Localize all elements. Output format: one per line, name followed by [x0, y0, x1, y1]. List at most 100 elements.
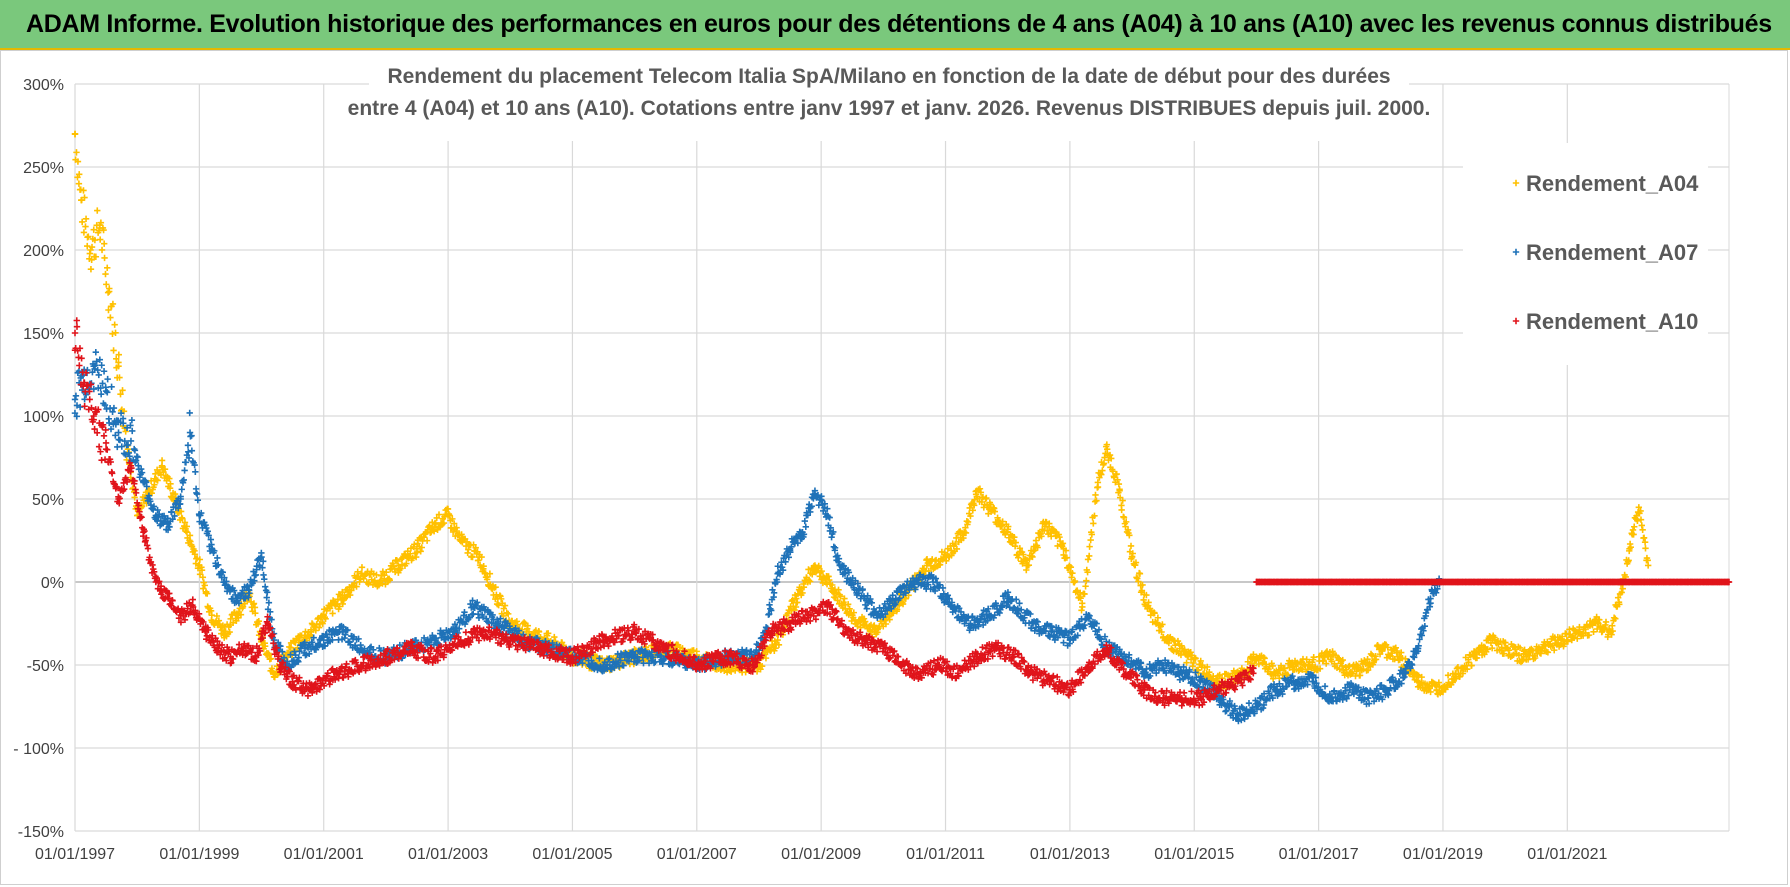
x-tick-label: 01/01/2013: [1030, 846, 1110, 863]
data-point-Rendement_A04: [351, 580, 358, 587]
data-point-Rendement_A04: [500, 605, 508, 612]
data-point-Rendement_A07: [194, 496, 202, 504]
data-point-Rendement_A04: [204, 590, 211, 597]
data-point-Rendement_A07: [479, 613, 487, 621]
data-point-Rendement_A04: [1631, 523, 1638, 530]
data-point-Rendement_A04: [250, 600, 258, 607]
data-point-Rendement_A04: [964, 518, 972, 526]
data-point-Rendement_A04: [1637, 516, 1645, 523]
data-point-Rendement_A07: [95, 371, 102, 379]
data-point-Rendement_A07: [181, 467, 188, 474]
data-point-Rendement_A07: [191, 461, 198, 469]
data-point-Rendement_A04: [1100, 460, 1108, 467]
data-point-Rendement_A04: [1132, 559, 1140, 566]
data-point-Rendement_A07: [71, 396, 79, 403]
page-title: ADAM Informe. Evolution historique des p…: [26, 10, 1772, 38]
data-point-Rendement_A04: [1172, 641, 1179, 649]
data-point-Rendement_A07: [779, 566, 787, 574]
data-point-Rendement_A04: [81, 194, 88, 201]
data-point-Rendement_A04: [112, 329, 119, 337]
data-point-Rendement_A04: [1614, 594, 1622, 601]
data-point-Rendement_A07: [132, 457, 140, 464]
data-point-Rendement_A07: [611, 664, 618, 672]
data-point-Rendement_A04: [1608, 631, 1615, 638]
data-point-Rendement_A04: [1192, 655, 1199, 662]
data-point-Rendement_A10: [95, 443, 103, 450]
data-point-Rendement_A04: [113, 355, 120, 363]
data-point-Rendement_A04: [1092, 491, 1099, 499]
data-point-Rendement_A04: [109, 300, 117, 308]
data-point-Rendement_A07: [188, 432, 195, 439]
data-point-Rendement_A04: [1043, 527, 1051, 534]
data-point-Rendement_A04: [450, 520, 458, 527]
data-point-Rendement_A07: [128, 416, 136, 424]
data-point-Rendement_A04: [1151, 609, 1158, 617]
data-point-Rendement_A04: [1500, 650, 1508, 657]
data-point-Rendement_A04: [1353, 668, 1360, 675]
data-point-Rendement_A07: [99, 380, 106, 387]
data-point-Rendement_A07: [755, 646, 763, 654]
data-point-Rendement_A04: [1244, 658, 1252, 665]
data-point-Rendement_A07: [259, 558, 267, 565]
data-point-Rendement_A07: [1321, 683, 1329, 690]
data-point-Rendement_A07: [188, 447, 196, 454]
data-point-Rendement_A07: [211, 547, 218, 555]
data-point-Rendement_A04: [131, 494, 138, 501]
data-point-Rendement_A04: [1634, 517, 1641, 524]
data-point-Rendement_A04: [492, 583, 499, 591]
data-point-Rendement_A04: [1364, 656, 1371, 663]
data-point-Rendement_A07: [620, 662, 627, 669]
data-point-Rendement_A04: [1590, 628, 1597, 636]
data-point-Rendement_A04: [854, 623, 861, 630]
data-point-Rendement_A07: [1034, 618, 1041, 625]
data-point-Rendement_A07: [136, 474, 143, 481]
data-point-Rendement_A07: [306, 650, 313, 658]
x-tick-label: 01/01/2001: [284, 846, 364, 863]
data-point-Rendement_A04: [1260, 654, 1267, 661]
data-point-Rendement_A04: [1444, 672, 1452, 679]
data-point-Rendement_A07: [1086, 612, 1093, 620]
data-point-Rendement_A04: [106, 285, 113, 292]
data-point-Rendement_A07: [259, 564, 266, 571]
data-point-Rendement_A07: [814, 491, 822, 499]
data-point-Rendement_A07: [787, 549, 794, 556]
data-point-Rendement_A07: [889, 592, 896, 599]
header-banner: ADAM Informe. Evolution historique des p…: [0, 0, 1790, 50]
data-point-Rendement_A04: [251, 604, 259, 611]
data-point-Rendement_A04: [1597, 622, 1604, 630]
data-point-Rendement_A07: [924, 581, 932, 588]
y-tick-label: -50%: [27, 658, 64, 675]
data-point-Rendement_A07: [73, 413, 80, 420]
data-point-Rendement_A04: [1084, 568, 1091, 576]
data-point-Rendement_A04: [1122, 518, 1130, 526]
data-point-Rendement_A10: [103, 446, 111, 453]
x-tick-label: 01/01/2005: [532, 846, 612, 863]
data-point-Rendement_A07: [785, 554, 792, 561]
data-point-Rendement_A04: [478, 553, 485, 561]
data-point-Rendement_A07: [1101, 633, 1109, 640]
data-point-Rendement_A04: [444, 505, 452, 513]
x-tick-label: 01/01/2015: [1154, 846, 1234, 863]
data-point-Rendement_A07: [804, 511, 812, 519]
data-point-Rendement_A04: [1154, 614, 1162, 621]
data-point-Rendement_A07: [1069, 626, 1076, 633]
data-point-Rendement_A04: [339, 600, 346, 608]
x-tick-label: 01/01/2007: [657, 846, 737, 863]
data-point-Rendement_A04: [109, 330, 116, 338]
data-point-Rendement_A04: [1158, 628, 1165, 636]
data-point-Rendement_A04: [386, 577, 393, 584]
data-point-Rendement_A07: [198, 509, 205, 517]
data-point-Rendement_A07: [969, 613, 976, 620]
data-point-Rendement_A04: [495, 602, 502, 609]
data-point-Rendement_A04: [92, 253, 100, 260]
data-point-Rendement_A04: [514, 621, 521, 628]
data-point-Rendement_A07: [127, 422, 134, 429]
data-point-Rendement_A04: [1468, 662, 1475, 669]
data-point-Rendement_A07: [883, 607, 891, 614]
data-point-Rendement_A10: [108, 470, 116, 477]
data-point-Rendement_A07: [854, 580, 862, 587]
data-point-Rendement_A07: [867, 595, 874, 603]
data-point-Rendement_A04: [82, 223, 89, 230]
data-point-Rendement_A04: [1338, 662, 1346, 670]
data-point-Rendement_A04: [423, 537, 431, 544]
